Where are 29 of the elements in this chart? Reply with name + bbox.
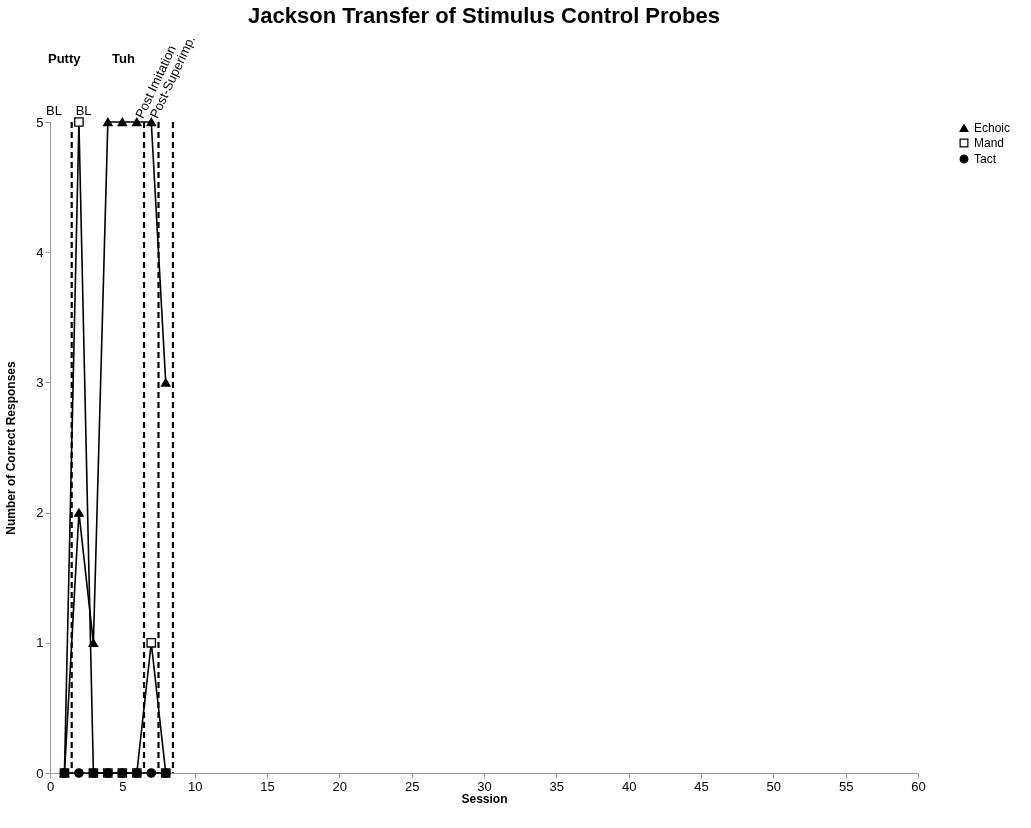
legend-label: Tact <box>974 152 997 166</box>
x-tick-label: 0 <box>46 778 55 794</box>
x-tick-label: 5 <box>119 778 127 794</box>
text: BL <box>46 103 62 118</box>
x-tick-label: 40 <box>621 778 637 794</box>
y-tick-label: 2 <box>36 505 44 521</box>
y-tick-label: 3 <box>36 374 44 390</box>
text: Tuh <box>112 51 135 66</box>
x-tick-label: 10 <box>187 778 203 794</box>
text: Putty <box>48 51 82 66</box>
legend-label: Echoic <box>974 121 1011 135</box>
y-tick-label: 4 <box>36 244 44 260</box>
y-tick-label: 1 <box>36 635 44 651</box>
x-tick-label: 50 <box>766 778 782 794</box>
x-tick-label: 15 <box>260 778 275 794</box>
x-tick-label: 55 <box>838 778 854 794</box>
ref-line-label: BL <box>75 103 92 118</box>
legend-label: Mand <box>974 136 1005 150</box>
y-axis-title: Number of Correct Responses <box>4 360 19 535</box>
chart-title: Jackson Transfer of Stimulus Control Probes <box>248 2 720 28</box>
x-tick-label: 35 <box>549 778 565 794</box>
x-tick-label: 20 <box>332 778 348 794</box>
x-tick-label: 60 <box>911 778 926 794</box>
x-axis-title: Session <box>461 791 508 806</box>
x-tick-label: 45 <box>694 778 709 794</box>
x-tick-label: 30 <box>477 778 492 794</box>
y-tick-label: 5 <box>36 114 44 130</box>
y-tick-label: 0 <box>36 765 44 781</box>
x-tick-label: 25 <box>404 778 420 794</box>
